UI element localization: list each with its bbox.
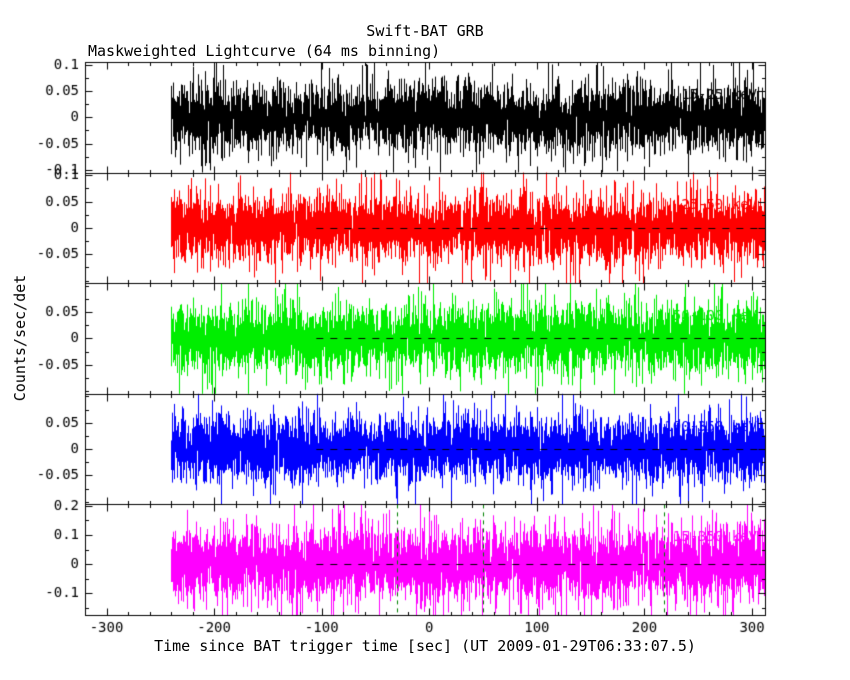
plot-title: Swift-BAT GRB: [366, 22, 484, 40]
y-axis-label: Counts/sec/det: [11, 274, 29, 402]
x-axis-label: Time since BAT trigger time [sec] (UT 20…: [154, 637, 696, 655]
plot-subtitle: Maskweighted Lightcurve (64 ms binning): [88, 42, 441, 60]
